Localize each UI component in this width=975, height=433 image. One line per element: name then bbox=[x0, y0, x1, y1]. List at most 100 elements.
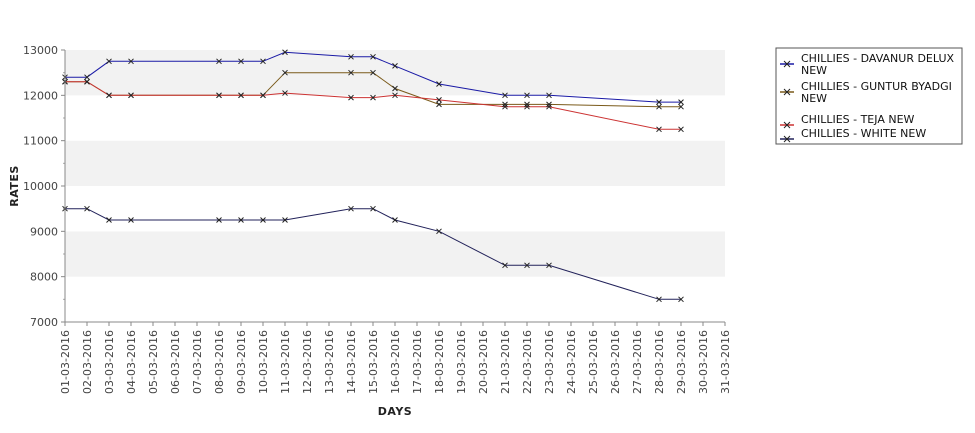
data-point-marker bbox=[656, 126, 662, 133]
data-point-marker bbox=[260, 58, 266, 65]
x-axis-ticks: 01-03-2016 02-03-2016 03-03-2016 04-03-2016… bbox=[59, 322, 732, 394]
x-tick-label: 24-03-2016 bbox=[565, 330, 578, 394]
data-point-marker bbox=[524, 103, 530, 110]
data-point-marker bbox=[128, 58, 134, 65]
data-point-marker bbox=[370, 205, 376, 212]
data-point-marker bbox=[656, 296, 662, 303]
grid-band bbox=[65, 186, 725, 232]
data-point-marker bbox=[436, 228, 442, 235]
data-point-marker bbox=[436, 101, 442, 108]
data-point-marker bbox=[656, 103, 662, 110]
x-tick-label: 27-03-2016 bbox=[631, 330, 644, 394]
grid-bands bbox=[65, 50, 725, 322]
legend-box bbox=[775, 47, 963, 145]
x-tick-label: 10-03-2016 bbox=[257, 330, 270, 394]
x-tick-label: 09-03-2016 bbox=[235, 330, 248, 394]
x-tick-label: 08-03-2016 bbox=[213, 330, 226, 394]
data-point-marker bbox=[282, 69, 288, 76]
data-point-marker bbox=[678, 99, 684, 105]
data-point-marker bbox=[370, 53, 376, 60]
data-point-marker bbox=[348, 53, 354, 60]
legend-label: CHILLIES - DAVANUR DELUX bbox=[801, 52, 955, 65]
x-tick-label: 25-03-2016 bbox=[587, 330, 600, 394]
data-point-marker bbox=[128, 92, 134, 99]
data-point-marker bbox=[678, 296, 684, 303]
data-point-marker bbox=[106, 92, 112, 99]
x-tick-label: 16-03-2016 bbox=[389, 330, 402, 394]
grid-band bbox=[65, 140, 725, 186]
data-point-marker bbox=[436, 81, 442, 87]
data-point-marker bbox=[282, 90, 288, 96]
y-axis-title: RATES bbox=[8, 165, 21, 207]
y-axis-ticks: 7000 8000 9000 10000 11000 12000 13000 bbox=[23, 44, 65, 329]
x-axis-title: DAYS bbox=[378, 405, 412, 418]
data-point-marker bbox=[348, 205, 354, 212]
data-point-marker bbox=[370, 94, 376, 101]
data-point-marker bbox=[84, 74, 90, 81]
x-tick-label: 31-03-2016 bbox=[719, 330, 732, 394]
axes bbox=[64, 50, 725, 323]
data-point-marker bbox=[216, 92, 222, 99]
data-point-marker bbox=[238, 58, 244, 65]
data-point-marker bbox=[348, 69, 354, 76]
x-tick-label: 12-03-2016 bbox=[301, 330, 314, 394]
x-tick-label: 29-03-2016 bbox=[675, 330, 688, 394]
data-point-marker bbox=[260, 92, 266, 99]
data-point-marker bbox=[502, 101, 508, 108]
data-point-marker bbox=[392, 85, 398, 92]
data-point-marker bbox=[678, 126, 684, 133]
data-point-marker bbox=[656, 99, 662, 105]
data-point-marker bbox=[546, 92, 552, 99]
x-tick-label: 18-03-2016 bbox=[433, 330, 446, 394]
y-tick-label: 7000 bbox=[30, 316, 58, 329]
data-point-marker bbox=[502, 262, 508, 269]
x-tick-label: 26-03-2016 bbox=[609, 330, 622, 394]
data-point-marker bbox=[546, 262, 552, 269]
x-tick-label: 17-03-2016 bbox=[411, 330, 424, 394]
data-point-marker bbox=[392, 63, 398, 69]
y-tick-label: 13000 bbox=[23, 44, 58, 57]
legend-label-line2: NEW bbox=[801, 92, 827, 105]
data-point-marker bbox=[84, 205, 90, 212]
data-point-marker bbox=[524, 92, 530, 99]
data-point-marker bbox=[546, 101, 552, 108]
data-point-marker bbox=[216, 58, 222, 65]
data-point-marker bbox=[524, 101, 530, 108]
data-point-marker bbox=[370, 69, 376, 76]
data-point-marker bbox=[524, 262, 530, 269]
legend-label: CHILLIES - TEJA NEW bbox=[801, 113, 915, 126]
data-point-marker bbox=[678, 103, 684, 110]
data-point-marker bbox=[106, 217, 112, 223]
legend-swatch-marker bbox=[783, 60, 791, 68]
data-point-marker bbox=[502, 103, 508, 110]
x-tick-label: 02-03-2016 bbox=[81, 330, 94, 394]
y-tick-label: 9000 bbox=[30, 225, 58, 238]
data-point-marker bbox=[546, 103, 552, 110]
x-tick-label: 20-03-2016 bbox=[477, 330, 490, 394]
data-point-marker bbox=[348, 94, 354, 101]
data-point-marker bbox=[392, 217, 398, 223]
x-tick-label: 22-03-2016 bbox=[521, 330, 534, 394]
data-point-marker bbox=[216, 217, 222, 223]
data-point-marker bbox=[106, 58, 112, 65]
y-tick-label: 12000 bbox=[23, 89, 58, 102]
data-point-marker bbox=[238, 217, 244, 223]
data-point-marker bbox=[260, 217, 266, 223]
data-point-marker bbox=[436, 97, 442, 103]
grid-band bbox=[65, 231, 725, 277]
legend-item: CHILLIES - TEJA NEW bbox=[780, 113, 915, 129]
x-tick-label: 19-03-2016 bbox=[455, 330, 468, 394]
legend-label-line2: NEW bbox=[801, 64, 827, 77]
grid-band bbox=[65, 50, 725, 96]
data-point-marker bbox=[84, 78, 90, 85]
y-tick-label: 10000 bbox=[23, 180, 58, 193]
legend-label: CHILLIES - GUNTUR BYADGI bbox=[801, 80, 952, 93]
legend-item: CHILLIES - WHITE NEW bbox=[780, 127, 926, 143]
legend-swatch-marker bbox=[783, 88, 791, 96]
x-tick-label: 14-03-2016 bbox=[345, 330, 358, 394]
grid-band bbox=[65, 276, 725, 322]
x-tick-label: 01-03-2016 bbox=[59, 330, 72, 394]
